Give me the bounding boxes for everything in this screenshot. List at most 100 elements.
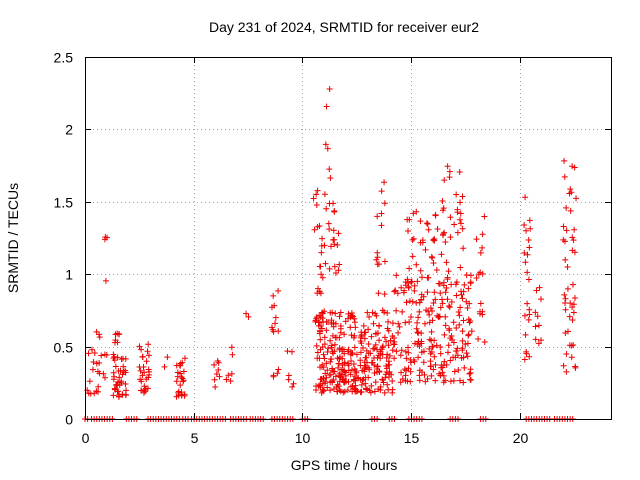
data-point [525,276,532,283]
data-point [321,355,328,362]
data-point [427,305,434,312]
data-point [569,163,576,170]
data-point [96,359,103,366]
data-point [572,363,579,370]
data-point [562,306,569,313]
data-point [392,287,399,294]
data-point [391,355,398,362]
data-point [325,319,332,326]
data-point [399,308,406,315]
data-point [403,355,410,362]
data-point [389,386,396,393]
data-point [98,352,105,359]
data-point [337,374,344,381]
data-point [374,213,381,220]
data-point [328,356,335,363]
data-point [385,342,392,349]
data-point [330,236,337,243]
data-point [339,355,346,362]
data-point [389,347,396,354]
data-point [110,376,117,383]
data-point [321,341,328,348]
data-point [567,207,574,214]
axis-ticks: 0 5 10 15 20 0 0.5 1 1.5 2 2.5 [54,50,611,446]
data-point [387,337,394,344]
data-point [177,382,184,389]
data-point [327,337,334,344]
data-point [523,348,530,355]
data-point [573,195,580,202]
data-point [523,227,530,234]
y-tick-label: 1.5 [54,195,74,211]
data-point [317,336,324,343]
data-point [459,225,466,232]
data-point [430,300,437,307]
data-point [561,173,568,180]
data-point [284,348,291,355]
chart-title: Day 231 of 2024, SRMTID for receiver eur… [209,19,479,35]
data-point [317,263,324,270]
data-point [532,323,539,330]
data-point [411,358,418,365]
data-point [319,362,326,369]
data-point [441,358,448,365]
data-point [465,331,472,338]
data-point [562,256,569,263]
data-point [459,295,466,302]
data-point [405,344,412,351]
data-point [441,229,448,236]
data-point [340,376,347,383]
data-point [418,274,425,281]
data-point [311,226,318,233]
data-point [143,358,150,365]
data-point [115,367,122,374]
data-point [332,269,339,276]
data-point [446,302,453,309]
data-point [326,226,333,233]
data-point [413,208,420,215]
data-point [393,348,400,355]
data-point [460,245,467,252]
x-tick-label: 20 [513,430,529,446]
data-point [357,362,364,369]
data-point [395,320,402,327]
data-point [331,208,338,215]
data-point [431,353,438,360]
data-point [331,368,338,375]
data-point [332,310,339,317]
data-point [326,265,333,272]
data-point [211,361,218,368]
data-point [386,368,393,375]
data-point [430,366,437,373]
data-point [114,339,121,346]
data-point [451,221,458,228]
data-point [443,259,450,266]
data-point [460,317,467,324]
data-point [465,285,472,292]
x-axis-label: GPS time / hours [291,457,398,473]
data-point [436,280,443,287]
data-point [312,318,319,325]
data-point [115,393,122,400]
data-point [350,361,357,368]
data-point [521,249,528,256]
data-point [114,330,121,337]
data-point [86,378,93,385]
data-point [433,267,440,274]
data-point [375,386,382,393]
data-point [421,371,428,378]
data-point [365,326,372,333]
data-point [431,289,438,296]
data-point [319,274,326,281]
data-point [415,330,422,337]
data-point [374,363,381,370]
data-point [275,287,282,294]
data-point [414,319,421,326]
data-point [451,368,458,375]
data-point [122,380,129,387]
data-point [428,372,435,379]
data-point [427,358,434,365]
data-point [328,344,335,351]
data-point [137,376,144,383]
